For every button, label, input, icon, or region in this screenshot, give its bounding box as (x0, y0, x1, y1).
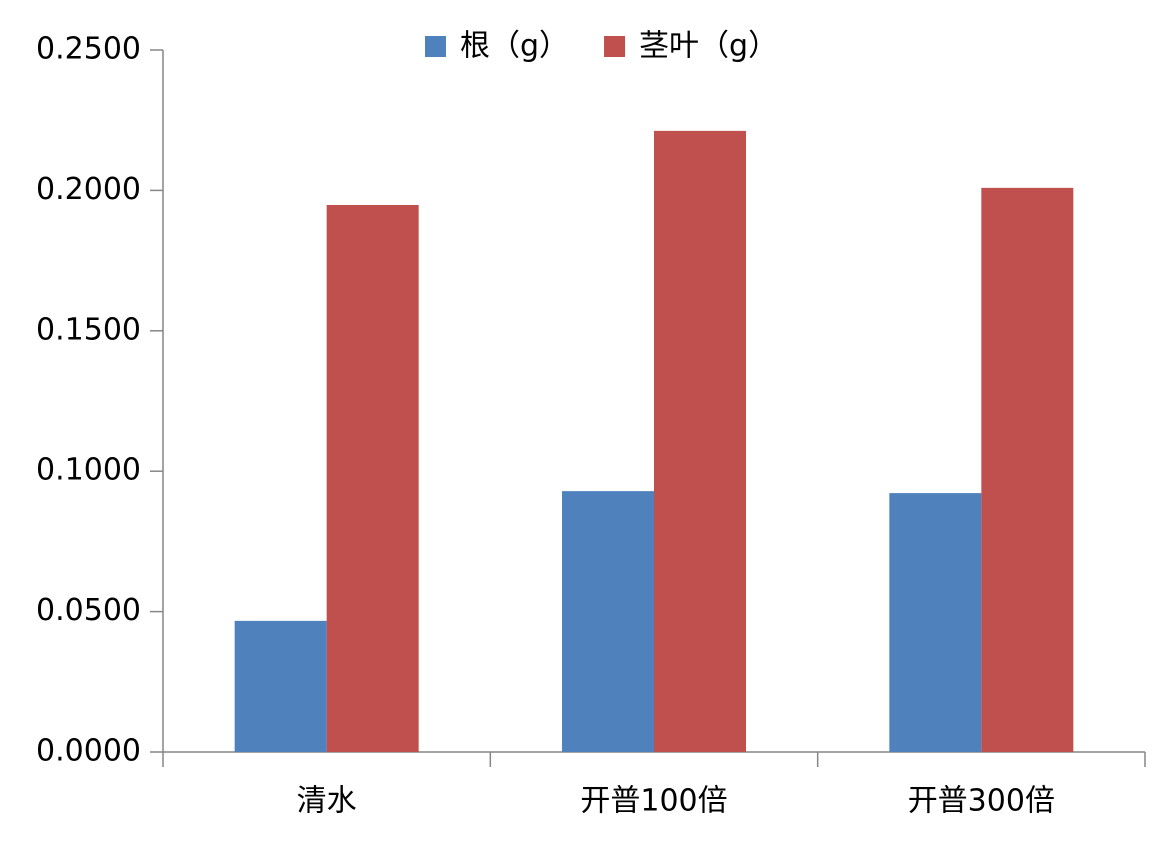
bar (889, 493, 982, 752)
y-tick-label: 0.2500 (36, 32, 141, 67)
y-tick-label: 0.1500 (36, 312, 141, 347)
x-tick-label: 清水 (297, 784, 357, 819)
y-tick-label: 0.2000 (36, 172, 141, 207)
x-tick-label: 开普300倍 (908, 784, 1055, 819)
bar (562, 491, 654, 752)
bar (654, 130, 746, 752)
y-tick-label: 0.1000 (36, 453, 141, 488)
legend-label: 茎叶（g） (639, 29, 778, 64)
legend-swatch (604, 36, 626, 57)
y-tick-label: 0.0500 (36, 593, 141, 628)
bar (981, 187, 1074, 752)
x-tick-label: 开普100倍 (580, 784, 727, 819)
bar (234, 620, 327, 752)
bar (326, 205, 419, 753)
legend-label: 根（g） (460, 29, 569, 64)
legend-swatch (425, 36, 446, 57)
y-tick-label: 0.0000 (36, 734, 141, 769)
